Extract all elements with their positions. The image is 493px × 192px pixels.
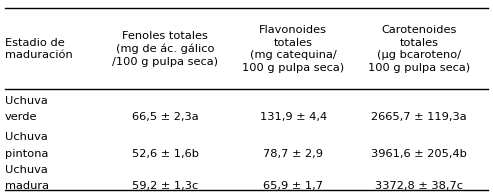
Text: 66,5 ± 2,3a: 66,5 ± 2,3a — [132, 112, 199, 122]
Text: 78,7 ± 2,9: 78,7 ± 2,9 — [263, 149, 323, 159]
Text: Estadio de
maduración: Estadio de maduración — [5, 38, 72, 60]
Text: Fenoles totales
(mg de ác. gálico
/100 g pulpa seca): Fenoles totales (mg de ác. gálico /100 g… — [112, 31, 218, 67]
Text: 65,9 ± 1,7: 65,9 ± 1,7 — [263, 181, 323, 191]
Text: 131,9 ± 4,4: 131,9 ± 4,4 — [260, 112, 327, 122]
Text: 59,2 ± 1,3c: 59,2 ± 1,3c — [132, 181, 198, 191]
Text: pintona: pintona — [5, 149, 48, 159]
Text: madura: madura — [5, 181, 49, 191]
Text: 2665,7 ± 119,3a: 2665,7 ± 119,3a — [371, 112, 467, 122]
Text: Carotenoides
totales
(μg bcaroteno/
100 g pulpa seca): Carotenoides totales (μg bcaroteno/ 100 … — [368, 25, 470, 73]
Text: 3372,8 ± 38,7c: 3372,8 ± 38,7c — [375, 181, 463, 191]
Text: 3961,6 ± 205,4b: 3961,6 ± 205,4b — [371, 149, 467, 159]
Text: Uchuva: Uchuva — [5, 132, 48, 142]
Text: 52,6 ± 1,6b: 52,6 ± 1,6b — [132, 149, 199, 159]
Text: Flavonoides
totales
(mg catequina/
100 g pulpa seca): Flavonoides totales (mg catequina/ 100 g… — [242, 25, 345, 73]
Text: Uchuva: Uchuva — [5, 96, 48, 106]
Text: Uchuva: Uchuva — [5, 165, 48, 175]
Text: verde: verde — [5, 112, 37, 122]
